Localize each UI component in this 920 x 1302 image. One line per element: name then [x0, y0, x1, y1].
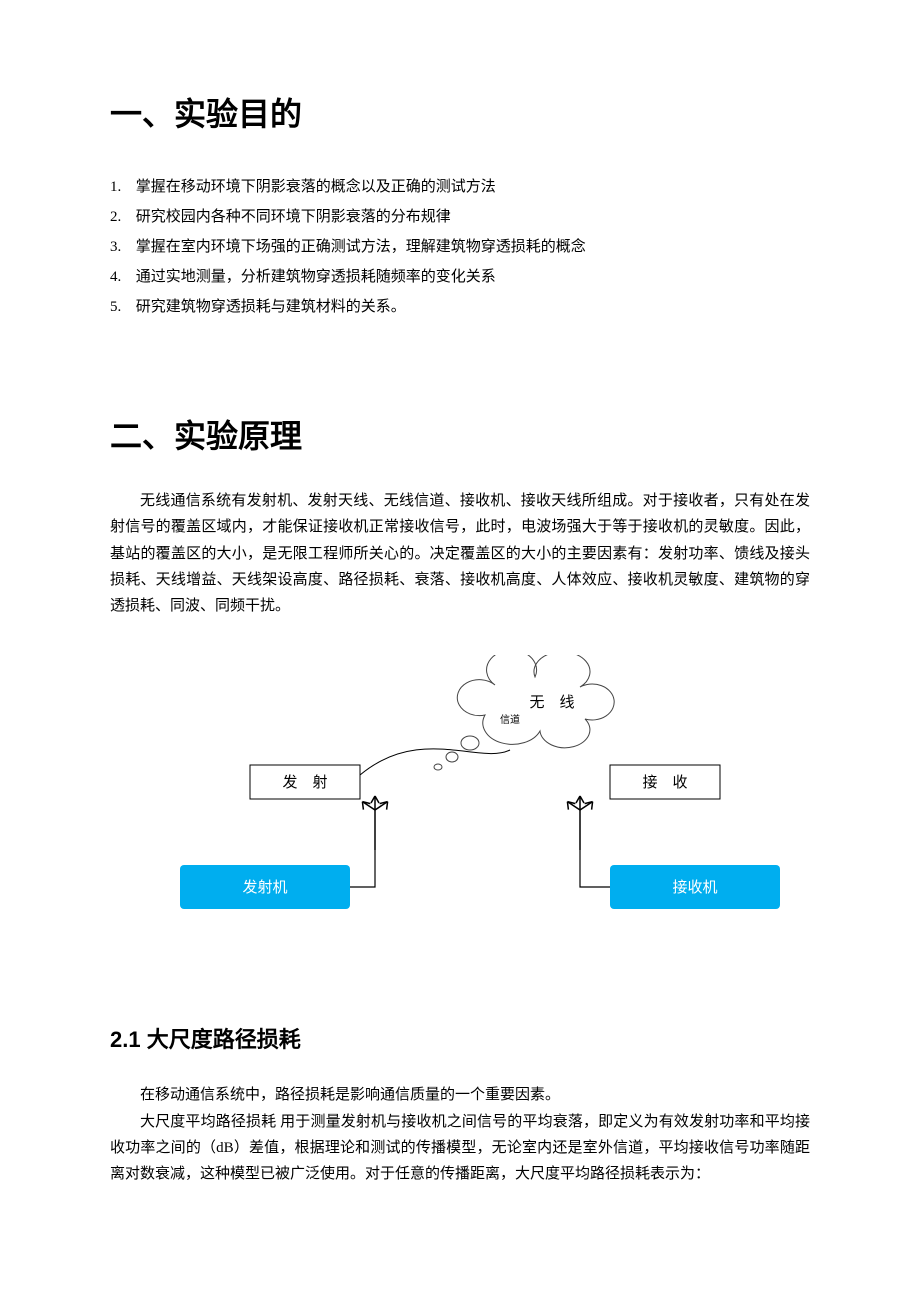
section-1-heading: 一、实验目的	[110, 90, 810, 138]
item-number: 2.	[110, 202, 132, 232]
list-item: 5. 研究建筑物穿透损耗与建筑材料的关系。	[110, 292, 810, 322]
section-2-heading: 二、实验原理	[110, 412, 810, 460]
section-2-1-para2: 大尺度平均路径损耗 用于测量发射机与接收机之间信号的平均衰落，即定义为有效发射功…	[110, 1109, 810, 1188]
item-text: 研究校园内各种不同环境下阴影衰落的分布规律	[136, 209, 451, 225]
svg-text:发射机: 发射机	[242, 879, 287, 896]
list-item: 3. 掌握在室内环境下场强的正确测试方法，理解建筑物穿透损耗的概念	[110, 232, 810, 262]
svg-text:接收机: 接收机	[672, 879, 717, 896]
section-2-1-heading: 2.1 大尺度路径损耗	[110, 1023, 810, 1056]
svg-text:接 收: 接 收	[642, 774, 687, 791]
item-number: 3.	[110, 232, 132, 262]
system-diagram: 无 线信道发 射 接 收发射机 接收机	[110, 655, 810, 933]
section-1: 一、实验目的 1. 掌握在移动环境下阴影衰落的概念以及正确的测试方法 2. 研究…	[110, 90, 810, 322]
item-number: 1.	[110, 172, 132, 202]
item-number: 4.	[110, 262, 132, 292]
item-text: 掌握在移动环境下阴影衰落的概念以及正确的测试方法	[136, 179, 496, 195]
section-2: 二、实验原理 无线通信系统有发射机、发射天线、无线信道、接收机、接收天线所组成。…	[110, 412, 810, 933]
item-text: 掌握在室内环境下场强的正确测试方法，理解建筑物穿透损耗的概念	[136, 239, 586, 255]
list-item: 4. 通过实地测量，分析建筑物穿透损耗随频率的变化关系	[110, 262, 810, 292]
para2-db: dB	[216, 1140, 234, 1156]
svg-text:发 射: 发 射	[282, 774, 327, 791]
section-2-paragraph: 无线通信系统有发射机、发射天线、无线信道、接收机、接收天线所组成。对于接收者，只…	[110, 488, 810, 619]
diagram-svg: 无 线信道发 射 接 收发射机 接收机	[110, 655, 810, 925]
item-text: 通过实地测量，分析建筑物穿透损耗随频率的变化关系	[136, 269, 496, 285]
svg-text:无 线: 无 线	[529, 694, 574, 711]
list-item: 2. 研究校园内各种不同环境下阴影衰落的分布规律	[110, 202, 810, 232]
section-2-1-para1: 在移动通信系统中，路径损耗是影响通信质量的一个重要因素。	[110, 1082, 810, 1108]
list-item: 1. 掌握在移动环境下阴影衰落的概念以及正确的测试方法	[110, 172, 810, 202]
item-number: 5.	[110, 292, 132, 322]
objectives-list: 1. 掌握在移动环境下阴影衰落的概念以及正确的测试方法 2. 研究校园内各种不同…	[110, 172, 810, 322]
svg-text:信道: 信道	[500, 713, 520, 726]
section-2-1: 2.1 大尺度路径损耗 在移动通信系统中，路径损耗是影响通信质量的一个重要因素。…	[110, 1023, 810, 1187]
item-text: 研究建筑物穿透损耗与建筑材料的关系。	[136, 299, 406, 315]
